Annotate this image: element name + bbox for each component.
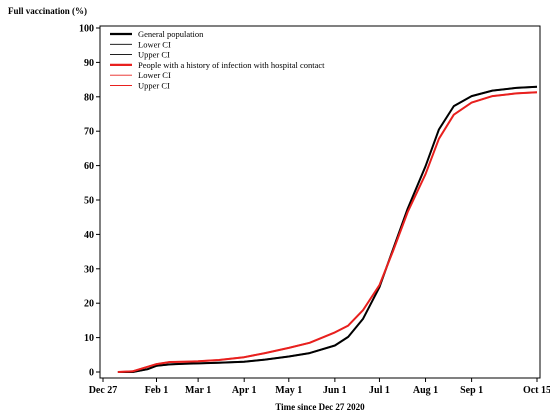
y-tick-label: 30	[84, 264, 94, 275]
y-tick-label: 80	[84, 92, 94, 103]
x-tick-label: Dec 27	[89, 385, 118, 396]
plot-area-frame	[99, 25, 541, 379]
x-axis-title: Time since Dec 27 2020	[275, 402, 365, 412]
y-tick-label: 90	[84, 58, 94, 69]
legend-label: Lower CI	[138, 70, 171, 80]
y-axis-title: Full vaccination (%)	[8, 6, 87, 16]
y-tick-label: 10	[84, 333, 94, 344]
y-axis: 0 10 20 30 40 50 60 70 80 90 100	[79, 24, 100, 379]
series-0-upper-ci-line	[117, 85, 538, 372]
x-tick-label: May 1	[275, 385, 302, 396]
series-layer	[117, 85, 538, 373]
legend-label: Upper CI	[138, 50, 170, 60]
x-tick-label: Feb 1	[145, 385, 169, 396]
series-0-lower-ci-line	[117, 87, 538, 373]
x-tick-label: Aug 1	[413, 385, 438, 396]
x-tick-label: Jun 1	[323, 385, 347, 396]
legend-label: General population	[138, 29, 204, 39]
legend-label: People with a history of infection with …	[138, 60, 325, 70]
x-tick-label: Jul 1	[369, 385, 390, 396]
y-tick-label: 100	[79, 24, 94, 35]
x-tick-label: Mar 1	[185, 385, 211, 396]
y-tick-label: 0	[89, 368, 94, 379]
series-0-line	[117, 85, 538, 373]
series-1-lower-ci-line	[117, 92, 538, 373]
y-tick-label: 70	[84, 127, 94, 138]
series-1-upper-ci-line	[117, 91, 538, 372]
x-axis: Dec 27 Feb 1 Mar 1 Apr 1 May 1 Jun 1 Jul 1 Aug …	[89, 378, 550, 396]
y-tick-label: 20	[84, 299, 94, 310]
y-tick-label: 40	[84, 230, 94, 241]
series-1-line	[117, 91, 538, 373]
x-tick-label: Apr 1	[232, 385, 257, 396]
legend-label: Lower CI	[138, 39, 171, 49]
y-tick-label: 50	[84, 196, 94, 207]
x-tick-label: Sep 1	[460, 385, 483, 396]
y-tick-label: 60	[84, 161, 94, 172]
legend-label: Upper CI	[138, 81, 170, 91]
x-tick-label: Oct 15	[523, 385, 550, 396]
